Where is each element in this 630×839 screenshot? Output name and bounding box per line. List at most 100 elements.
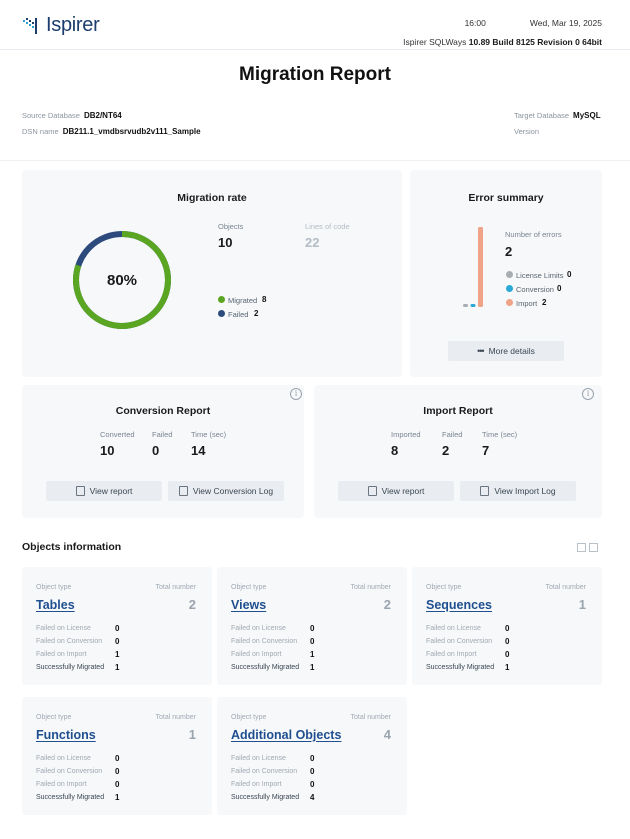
import-failed-label: Failed <box>442 430 463 439</box>
import-report-card: i Import Report Imported 8 Failed 2 Time… <box>314 385 602 518</box>
object-stat-value: 0 <box>115 780 120 789</box>
object-type-link[interactable]: Additional Objects <box>231 728 342 742</box>
report-time: 16:00 <box>464 18 486 28</box>
view-conversion-log-button[interactable]: View Conversion Log <box>168 481 284 501</box>
object-total-value: 4 <box>383 727 391 742</box>
object-type-link[interactable]: Sequences <box>426 598 493 612</box>
document-icon <box>367 486 377 496</box>
import-time-value: 7 <box>482 443 490 458</box>
conversion-errors-value: 0 <box>557 284 562 293</box>
grid-view-icon[interactable] <box>577 543 586 552</box>
conversion-failed-value: 0 <box>152 443 160 458</box>
object-type-label: Object type <box>426 584 462 591</box>
object-total-value: 2 <box>188 597 196 612</box>
error-summary-card: Error summary Number of errors 2 License… <box>410 170 602 377</box>
donut-percent-label: 80% <box>107 272 137 289</box>
conversion-view-report-button[interactable]: View report <box>46 481 162 501</box>
object-stat-label: Failed on Import <box>231 651 282 658</box>
object-stat-label: Failed on Import <box>426 651 477 658</box>
license-limits-value: 0 <box>567 270 572 279</box>
object-stat-label: Failed on Import <box>36 651 87 658</box>
object-card-functions: Object type Total number Functions 1 Failed … <box>22 697 212 815</box>
error-bar-conversion <box>470 304 476 307</box>
object-total-value: 2 <box>383 597 391 612</box>
object-stat-value: 0 <box>310 767 315 776</box>
object-stat-label: Failed on License <box>36 625 91 632</box>
conversion-report-card: i Conversion Report Converted 10 Failed … <box>22 385 304 518</box>
object-stat-value: 1 <box>310 650 315 659</box>
log-icon <box>480 486 490 496</box>
object-total-value: 1 <box>578 597 586 612</box>
error-count-label: Number of errors <box>505 230 562 239</box>
object-stat-value: 0 <box>310 624 315 633</box>
dsn-value: DB211.1_vmdbsrvudb2v111_Sample <box>62 127 201 136</box>
error-bar-license-limits <box>463 304 468 307</box>
migrated-legend-label: Migrated <box>228 296 258 305</box>
page-title: Migration Report <box>239 64 391 85</box>
object-stat-label: Failed on License <box>231 625 286 632</box>
object-total-value: 1 <box>188 727 196 742</box>
object-stat-value: 0 <box>505 650 510 659</box>
object-type-link[interactable]: Views <box>231 598 267 612</box>
objects-information-title: Objects information <box>22 541 122 553</box>
error-summary-title: Error summary <box>468 192 544 204</box>
object-stat-value: 0 <box>115 637 120 646</box>
migration-rate-card: Migration rate 80% Objects 10 Lines of c… <box>22 170 402 377</box>
error-bar-chart <box>463 227 483 307</box>
conversion-failed-label: Failed <box>152 430 173 439</box>
import-errors-label: Import <box>516 299 538 308</box>
object-card-views: Object type Total number Views 2 Failed on L… <box>217 567 407 685</box>
object-stat-label: Failed on License <box>426 625 481 632</box>
more-details-button[interactable]: ••• More details <box>448 341 564 361</box>
object-stat-value: 0 <box>505 624 510 633</box>
object-stat-label: Failed on Import <box>231 781 282 788</box>
object-stat-value: 0 <box>115 624 120 633</box>
donut-migrated-arc <box>73 231 171 329</box>
object-stat-label: Successfully Migrated <box>36 794 105 801</box>
header-divider <box>0 49 630 50</box>
object-card-tables: Object type Total number Tables 2 Failed on … <box>22 567 212 685</box>
object-type-link[interactable]: Tables <box>36 598 75 612</box>
view-import-log-button[interactable]: View Import Log <box>460 481 576 501</box>
conversion-time-value: 14 <box>191 443 206 458</box>
report-header-info: 16:00 Wed, Mar 19, 2025 Ispirer SQLWays … <box>403 18 602 47</box>
migration-donut-chart: 80% <box>73 231 171 329</box>
object-stat-value: 0 <box>115 754 120 763</box>
converted-value: 10 <box>100 443 115 458</box>
conversion-errors-label: Conversion <box>516 285 554 294</box>
import-legend-dot <box>506 299 513 306</box>
target-db-value: MySQL <box>573 111 601 120</box>
object-type-link[interactable]: Functions <box>36 728 96 742</box>
object-stat-label: Failed on License <box>36 755 91 762</box>
failed-legend-label: Failed <box>228 310 249 319</box>
object-stat-label: Failed on Conversion <box>36 638 103 645</box>
objects-value: 10 <box>218 235 233 250</box>
object-stat-value: 4 <box>310 793 315 802</box>
product-version: 10.89 Build 8125 Revision 0 64bit <box>468 37 602 47</box>
logo-text: Ispirer <box>46 14 100 36</box>
object-stat-value: 1 <box>505 663 510 672</box>
total-number-label: Total number <box>350 584 391 591</box>
import-view-report-button[interactable]: View report <box>338 481 454 501</box>
total-number-label: Total number <box>350 714 391 721</box>
list-view-icon[interactable] <box>589 543 598 552</box>
object-stat-label: Failed on Import <box>36 781 87 788</box>
migrated-legend-dot <box>218 296 225 303</box>
failed-legend-value: 2 <box>254 309 259 318</box>
conversion-time-label: Time (sec) <box>191 430 227 439</box>
target-db-row: Target Database MySQL <box>514 111 601 120</box>
object-card-additional-objects: Object type Total number Additional Object… <box>217 697 407 815</box>
source-db-row: Source Database DB2/NT64 <box>22 111 122 120</box>
license-limits-legend-dot <box>506 271 513 278</box>
imported-value: 8 <box>391 443 399 458</box>
import-report-title: Import Report <box>423 405 493 417</box>
error-bar-import <box>478 227 483 307</box>
object-stat-label: Successfully Migrated <box>231 664 300 671</box>
view-toggle[interactable] <box>577 543 598 552</box>
conversion-info-icon[interactable]: i <box>290 388 302 400</box>
object-stat-value: 1 <box>115 663 120 672</box>
import-failed-value: 2 <box>442 443 450 458</box>
object-type-label: Object type <box>231 714 267 721</box>
import-info-icon[interactable]: i <box>582 388 594 400</box>
total-number-label: Total number <box>545 584 586 591</box>
